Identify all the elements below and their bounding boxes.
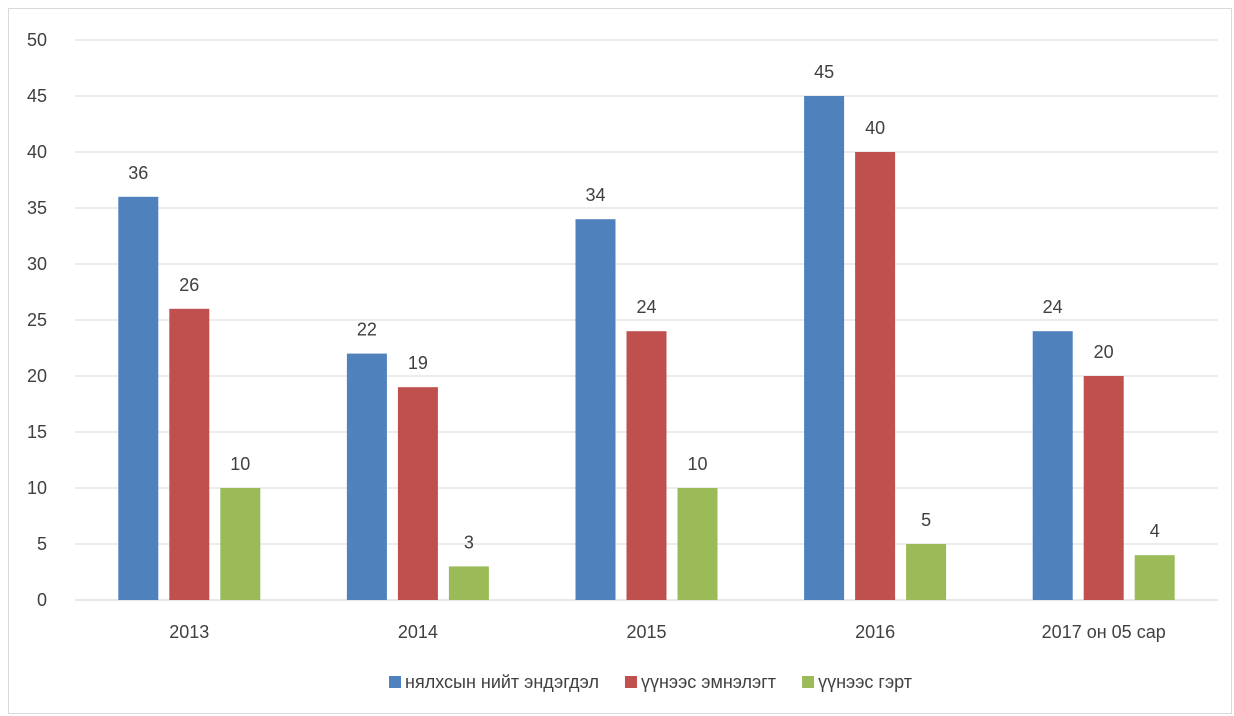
data-label: 24 [1043, 297, 1063, 317]
legend-item: үүнээс гэрт [802, 672, 912, 692]
bars [118, 96, 1175, 601]
bar [346, 353, 387, 600]
data-label: 36 [128, 163, 148, 183]
legend-swatch [624, 676, 637, 688]
x-axis-ticks: 2013 2014 2015 2016 2017 он 05 сар [169, 622, 1165, 642]
legend: нялхсын нийт эндэгдэл үүнээс эмнэлэгт үүнэ… [389, 672, 912, 692]
legend-swatch [389, 676, 402, 688]
bar [397, 387, 438, 600]
legend-label: нялхсын нийт эндэгдэл [405, 672, 599, 692]
data-label: 5 [921, 510, 931, 530]
y-tick-label: 10 [27, 478, 47, 498]
x-tick-label: 2014 [398, 622, 438, 642]
bar [804, 96, 845, 600]
y-tick-label: 40 [27, 142, 47, 162]
data-label: 20 [1094, 342, 1114, 362]
legend-label: үүнээс эмнэлэгт [641, 672, 776, 692]
data-label: 34 [585, 185, 605, 205]
data-label: 10 [687, 454, 707, 474]
data-label: 3 [464, 532, 474, 552]
data-labels: 36 26 10 22 19 3 34 24 10 45 40 5 24 20 4 [128, 62, 1159, 552]
data-label: 10 [230, 454, 250, 474]
data-label: 45 [814, 62, 834, 82]
bar [169, 308, 210, 600]
bar [1134, 555, 1175, 600]
y-tick-label: 45 [27, 86, 47, 106]
y-tick-label: 35 [27, 198, 47, 218]
y-tick-label: 15 [27, 422, 47, 442]
y-tick-label: 30 [27, 254, 47, 274]
x-tick-label: 2015 [626, 622, 666, 642]
y-axis-ticks: 0 5 10 15 20 25 30 35 40 45 50 [27, 30, 47, 610]
data-label: 22 [357, 320, 377, 340]
bar [906, 544, 947, 600]
data-label: 26 [179, 275, 199, 295]
y-tick-label: 0 [37, 590, 47, 610]
y-tick-label: 5 [37, 534, 47, 554]
chart-frame [8, 8, 1232, 714]
legend-label: үүнээс гэрт [818, 672, 912, 692]
bar [448, 566, 489, 600]
data-label: 40 [865, 118, 885, 138]
legend-swatch [802, 676, 815, 688]
data-label: 19 [408, 353, 428, 373]
bar [220, 488, 261, 600]
data-label: 24 [636, 297, 656, 317]
x-tick-label: 2017 он 05 сар [1042, 622, 1166, 642]
legend-item: үүнээс эмнэлэгт [624, 672, 776, 692]
bar [626, 331, 667, 600]
bar [575, 219, 616, 600]
bar [1032, 331, 1073, 600]
legend-item: нялхсын нийт эндэгдэл [389, 672, 599, 692]
y-tick-label: 20 [27, 366, 47, 386]
y-tick-label: 50 [27, 30, 47, 50]
bar [1083, 376, 1124, 600]
bar [677, 488, 718, 600]
gridlines [75, 39, 1218, 601]
bar [855, 152, 896, 600]
x-tick-label: 2013 [169, 622, 209, 642]
bar [118, 196, 159, 601]
y-tick-label: 25 [27, 310, 47, 330]
data-label: 4 [1150, 521, 1160, 541]
x-tick-label: 2016 [855, 622, 895, 642]
